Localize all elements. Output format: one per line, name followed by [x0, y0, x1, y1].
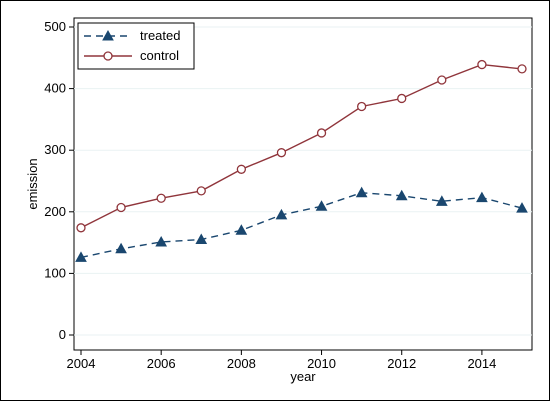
data-point-treated: [235, 224, 248, 235]
y-tick-label: 500: [44, 19, 66, 34]
data-point-treated: [395, 189, 408, 201]
series: [75, 59, 528, 262]
x-tick-label: 2006: [147, 356, 176, 371]
y-tick-label: 200: [44, 204, 66, 219]
series-control: [76, 59, 527, 233]
data-point-control: [196, 186, 206, 196]
legend-marker: [102, 29, 114, 41]
y-tick-label: 300: [44, 142, 66, 157]
legend-label: control: [140, 48, 179, 63]
data-point-control: [236, 164, 247, 174]
data-point-treated: [435, 195, 448, 206]
legend-box: [77, 22, 195, 70]
x-axis-title: year: [290, 369, 316, 384]
data-point-treated: [275, 208, 288, 220]
x-tick-label: 2010: [307, 356, 336, 371]
data-point-control: [156, 193, 166, 203]
x-tick-label: 2004: [67, 356, 96, 371]
x-tick-label: 2014: [467, 356, 496, 371]
data-point-control: [397, 93, 407, 104]
data-point-treated: [155, 235, 168, 247]
legend-entry-control: control: [84, 48, 179, 63]
data-point-control: [116, 202, 126, 213]
y-tick-label: 100: [44, 265, 66, 280]
data-point-control: [276, 148, 287, 158]
legend: treated control: [77, 22, 195, 70]
data-point-treated: [516, 202, 528, 213]
data-point-treated: [476, 191, 488, 203]
legend-marker: [103, 51, 113, 61]
data-point-control: [356, 101, 367, 112]
series-treated: [75, 186, 528, 262]
data-point-treated: [75, 251, 87, 262]
data-point-treated: [195, 233, 208, 245]
plot-area: [73, 17, 533, 351]
legend-label: treated: [140, 28, 180, 43]
series-line-control: [80, 63, 523, 229]
data-point-control: [477, 59, 487, 70]
y-axis-title: emission: [25, 158, 40, 209]
x-tick-label: 2008: [227, 356, 256, 371]
data-point-treated: [355, 186, 368, 198]
data-point-treated: [315, 200, 328, 211]
data-point-control: [437, 75, 447, 85]
y-tick-label: 0: [59, 327, 66, 342]
y-tick-label: 400: [44, 81, 66, 96]
data-point-control: [316, 128, 327, 138]
x-tick-label: 2012: [387, 356, 416, 371]
axes: 0 100 200 300 400 500 2004 2006 2008 2010 2012 2014: [44, 19, 496, 371]
data-point-control: [517, 64, 527, 74]
data-point-control: [76, 223, 86, 233]
data-point-treated: [115, 242, 127, 254]
legend-entry-treated: treated: [84, 28, 180, 43]
series-line-treated: [80, 191, 523, 259]
